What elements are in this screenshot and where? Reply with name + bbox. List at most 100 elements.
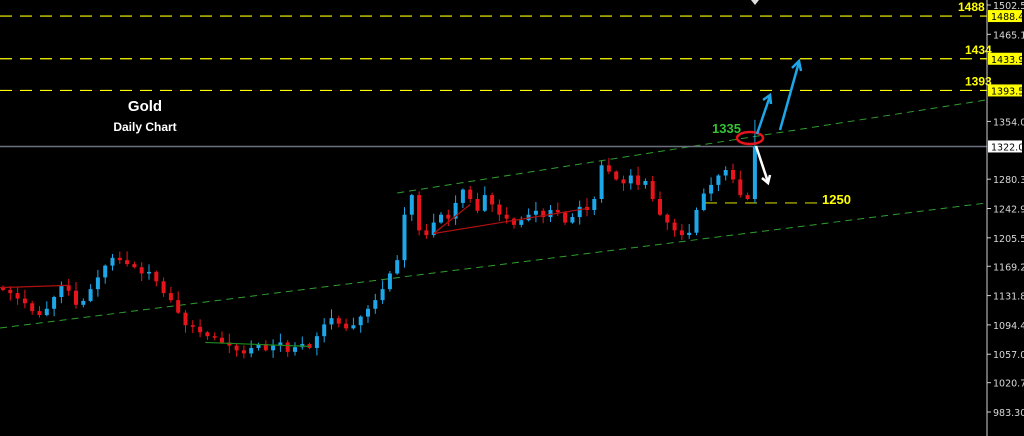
candle-down bbox=[446, 214, 451, 219]
price-tag-label: 1433.93 bbox=[991, 55, 1024, 66]
y-axis-tick-label: 1354.00 bbox=[993, 117, 1024, 128]
candle-down bbox=[636, 175, 641, 185]
candle-down bbox=[658, 199, 662, 215]
candle-down bbox=[541, 210, 546, 218]
trendline-green bbox=[205, 341, 310, 347]
price-tag-bg bbox=[988, 140, 1022, 153]
candle-up bbox=[752, 146, 757, 200]
candle-down bbox=[490, 195, 495, 205]
candle-up bbox=[395, 260, 400, 274]
current-bar-marker-icon bbox=[751, 0, 759, 5]
bearish-arrow bbox=[754, 145, 772, 186]
candle-up bbox=[548, 209, 553, 218]
candle-up bbox=[701, 193, 706, 210]
candle-down bbox=[168, 293, 173, 301]
candle-up bbox=[687, 232, 692, 236]
candle-up bbox=[387, 273, 392, 290]
candle-down bbox=[176, 300, 181, 313]
candle-down bbox=[234, 345, 239, 351]
y-axis-tick-label: 1242.90 bbox=[993, 204, 1024, 215]
y-axis-tick-label: 1094.40 bbox=[993, 321, 1024, 332]
y-axis-tick-label: 983.30 bbox=[993, 408, 1024, 419]
candle-up bbox=[358, 316, 363, 326]
candle-down bbox=[37, 311, 42, 316]
candle-down bbox=[555, 209, 560, 213]
candle-down bbox=[263, 344, 268, 351]
resistance-level-label: 1393 bbox=[965, 74, 992, 88]
candle-up bbox=[314, 336, 319, 348]
candle-down bbox=[475, 199, 480, 211]
candle-up bbox=[723, 170, 728, 176]
candle-up bbox=[599, 165, 604, 200]
trendline-red bbox=[0, 284, 71, 289]
candle-up bbox=[366, 308, 370, 317]
channel-line bbox=[0, 202, 986, 329]
candle-down bbox=[117, 257, 122, 261]
candle-down bbox=[154, 271, 159, 282]
candle-up bbox=[460, 189, 465, 203]
candle-up bbox=[519, 220, 524, 225]
candle-down bbox=[650, 180, 655, 200]
candle-down bbox=[161, 281, 166, 294]
resistance-level-label: 1488 bbox=[958, 0, 985, 14]
y-axis-tick-label: 1169.20 bbox=[993, 262, 1024, 273]
candle-up bbox=[249, 347, 254, 354]
candle-down bbox=[125, 260, 130, 265]
candle-up bbox=[44, 308, 49, 316]
candle-up bbox=[570, 217, 575, 223]
price-tag-label: 1322.03 bbox=[991, 142, 1024, 153]
candle-down bbox=[15, 293, 20, 299]
y-axis-tick-label: 1280.30 bbox=[993, 175, 1024, 186]
candle-up bbox=[81, 300, 86, 305]
candle-down bbox=[22, 298, 27, 304]
candle-up bbox=[628, 175, 633, 184]
price-tag-label: 1488.40 bbox=[991, 12, 1024, 23]
y-axis-tick-label: 1502.50 bbox=[993, 1, 1024, 12]
candle-up bbox=[88, 289, 93, 301]
support-label: 1250 bbox=[822, 192, 851, 207]
candle-down bbox=[497, 204, 502, 215]
y-axis-tick-label: 1205.50 bbox=[993, 234, 1024, 245]
channel-line bbox=[397, 99, 986, 194]
candle-up bbox=[103, 265, 108, 278]
candle-down bbox=[1, 286, 5, 290]
candle-up bbox=[533, 210, 538, 215]
candle-down bbox=[212, 336, 217, 338]
candle-up bbox=[293, 347, 297, 352]
candle-up bbox=[577, 206, 582, 218]
chart-subtitle: Daily Chart bbox=[113, 120, 177, 134]
candle-down bbox=[205, 332, 210, 337]
candle-down bbox=[183, 312, 188, 326]
y-axis-tick-label: 1057.00 bbox=[993, 350, 1024, 361]
candle-down bbox=[731, 170, 735, 180]
candle-up bbox=[380, 289, 385, 301]
chart-title: Gold bbox=[127, 98, 163, 115]
candle-down bbox=[198, 326, 203, 333]
bullish-arrow-2 bbox=[778, 58, 803, 131]
candle-down bbox=[241, 350, 246, 354]
candle-down bbox=[132, 264, 137, 268]
breakout-label: 1335 bbox=[712, 121, 741, 136]
price-tag-bg bbox=[988, 10, 1022, 23]
candle-up bbox=[402, 214, 407, 261]
candle-up bbox=[453, 202, 458, 219]
breakout-circle bbox=[735, 130, 765, 146]
candle-down bbox=[745, 195, 750, 200]
candle-up bbox=[373, 300, 378, 309]
candle-up bbox=[59, 285, 64, 297]
candle-up bbox=[351, 325, 356, 329]
candle-down bbox=[336, 318, 341, 324]
candle-up bbox=[431, 222, 436, 236]
candle-up bbox=[592, 199, 597, 210]
candle-up bbox=[643, 180, 648, 185]
candle-down bbox=[220, 337, 224, 343]
candle-up bbox=[709, 184, 714, 194]
candle-up bbox=[482, 195, 487, 211]
price-tag-bg bbox=[988, 52, 1022, 65]
y-axis-tick-label: 1020.70 bbox=[993, 379, 1024, 390]
bullish-arrow-1 bbox=[755, 92, 773, 135]
y-axis-tick-label: 1465.10 bbox=[993, 30, 1024, 41]
trendline-red bbox=[433, 204, 471, 234]
candle-down bbox=[738, 179, 743, 196]
candle-down bbox=[665, 214, 670, 223]
